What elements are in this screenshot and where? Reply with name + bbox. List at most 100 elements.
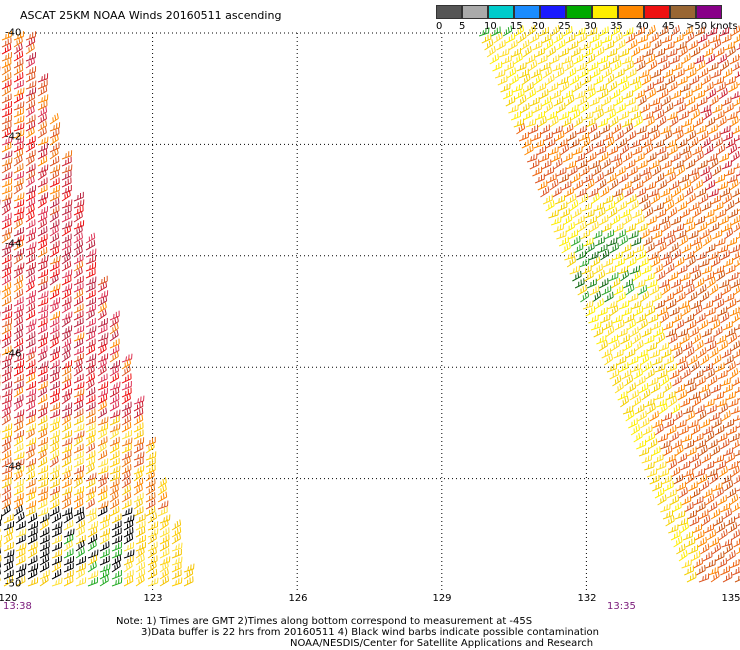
wind-barb xyxy=(729,116,739,128)
wind-barb xyxy=(649,97,661,107)
wind-barb xyxy=(702,108,712,121)
wind-barb xyxy=(25,463,35,475)
wind-barb xyxy=(633,116,643,128)
wind-barb xyxy=(135,568,146,580)
wind-barb xyxy=(568,165,578,177)
wind-barb xyxy=(49,177,60,188)
wind-barb xyxy=(585,242,595,254)
wind-barb xyxy=(556,39,566,51)
wind-barb xyxy=(702,47,713,58)
wind-barb xyxy=(700,166,710,177)
wind-barb xyxy=(646,215,657,226)
wind-barb xyxy=(13,50,24,62)
wind-barb xyxy=(552,62,563,72)
wind-barb xyxy=(61,450,72,461)
wind-barb xyxy=(13,183,23,195)
wind-barb xyxy=(641,389,651,401)
wind-barb xyxy=(1,381,13,391)
wind-barb xyxy=(25,232,36,244)
wind-barb xyxy=(49,184,60,195)
wind-barb xyxy=(157,484,167,496)
wind-barb xyxy=(159,561,169,573)
wind-barb xyxy=(690,109,701,121)
wind-barb xyxy=(524,144,534,156)
wind-barb xyxy=(692,459,702,471)
wind-barb xyxy=(37,269,49,279)
wind-barb xyxy=(25,99,36,111)
wind-barb xyxy=(171,519,182,531)
wind-barb xyxy=(594,46,605,58)
wind-barb xyxy=(710,319,721,331)
wind-barb xyxy=(701,515,711,527)
wind-barb xyxy=(518,68,529,79)
wind-barb xyxy=(49,394,60,405)
wind-barb xyxy=(694,530,705,541)
wind-barb xyxy=(73,364,83,377)
wind-barb xyxy=(717,306,728,317)
wind-barb xyxy=(73,254,84,265)
legend-swatch xyxy=(566,5,592,19)
wind-barb xyxy=(704,81,714,93)
wind-barb xyxy=(701,137,711,149)
wind-barb xyxy=(541,96,552,107)
wind-barb xyxy=(13,360,25,370)
wind-barb xyxy=(0,206,1,215)
wind-barb xyxy=(612,314,623,324)
wind-barb xyxy=(25,309,36,321)
wind-barb xyxy=(705,243,716,254)
wind-barb xyxy=(13,353,25,363)
wind-barb xyxy=(600,124,610,135)
wind-barb xyxy=(640,291,650,303)
wind-barb xyxy=(13,234,25,244)
wind-barb xyxy=(657,179,667,191)
wind-barb xyxy=(37,499,48,510)
wind-barb xyxy=(49,122,61,132)
wind-barb xyxy=(573,116,583,128)
wind-barb xyxy=(109,478,120,489)
wind-barb xyxy=(682,468,694,478)
wind-barb xyxy=(159,534,170,545)
wind-barb xyxy=(621,243,632,254)
wind-barb xyxy=(49,164,61,174)
wind-barb xyxy=(680,208,690,219)
wind-barb xyxy=(712,165,722,177)
wind-barb xyxy=(133,414,144,426)
wind-barb xyxy=(111,554,122,566)
wind-barb xyxy=(123,533,134,545)
wind-barb xyxy=(614,382,624,394)
wind-barb xyxy=(714,298,725,310)
wind-barb xyxy=(27,541,38,552)
wind-barb xyxy=(721,284,731,296)
wind-barb xyxy=(25,415,36,426)
wind-barb xyxy=(692,523,703,534)
wind-barb xyxy=(109,394,120,405)
wind-barb xyxy=(708,62,719,72)
wind-barb xyxy=(25,135,36,146)
wind-barb xyxy=(672,501,682,513)
wind-barb xyxy=(588,123,598,135)
wind-barb xyxy=(0,485,1,495)
wind-barb xyxy=(0,66,1,76)
wind-barb xyxy=(726,487,737,499)
wind-barb xyxy=(581,202,593,212)
wind-barb xyxy=(674,193,685,205)
wind-barb xyxy=(712,418,722,429)
wind-barb xyxy=(584,270,594,282)
wind-barb xyxy=(97,416,109,426)
wind-barb xyxy=(49,147,59,160)
wind-barb xyxy=(636,375,646,387)
wind-barb xyxy=(673,33,684,44)
wind-barb xyxy=(561,117,572,128)
wind-barb xyxy=(700,480,710,492)
wind-barb xyxy=(600,249,610,261)
wind-barb xyxy=(542,131,553,142)
wind-barb xyxy=(25,290,36,300)
wind-barb xyxy=(561,55,573,65)
wind-barb xyxy=(728,208,739,219)
wind-barb xyxy=(61,283,73,293)
wind-barb xyxy=(73,337,84,349)
wind-barb xyxy=(690,550,701,562)
wind-barb xyxy=(733,412,740,422)
wind-barb xyxy=(614,319,625,331)
wind-barb xyxy=(1,337,12,349)
